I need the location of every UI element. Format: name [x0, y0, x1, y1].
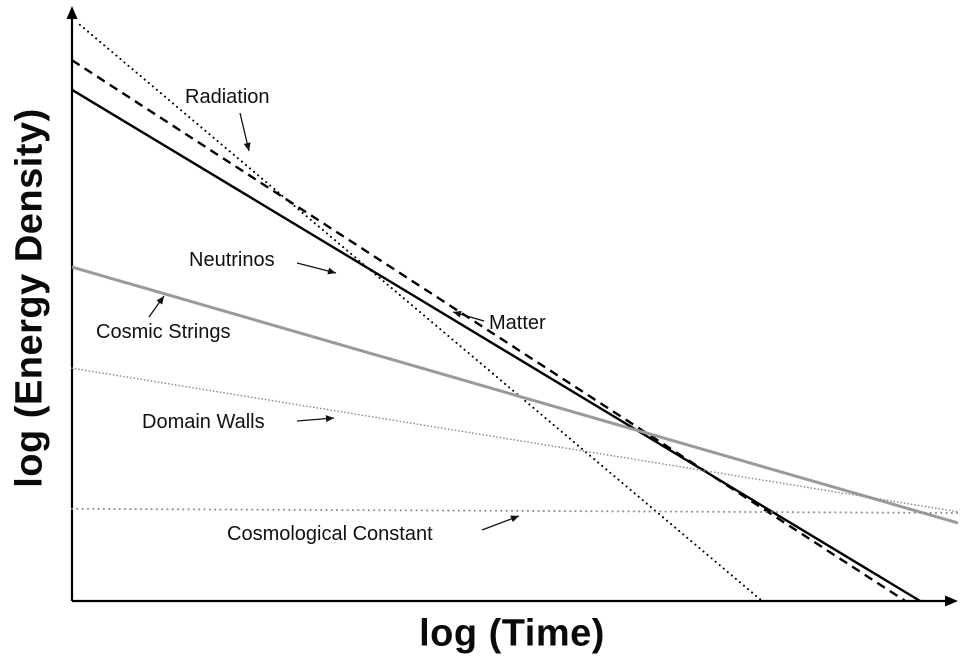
- annotation-label-cosmic-strings: Cosmic Strings: [96, 321, 230, 343]
- annotation-arrowhead-neutrinos-icon: [327, 267, 336, 275]
- annotation-arrowhead-radiation-icon: [243, 142, 251, 151]
- series-line-domain-walls: [71, 367, 959, 513]
- annotation-arrowhead-domain-walls-icon: [325, 415, 334, 423]
- annotation-label-radiation: Radiation: [185, 86, 270, 108]
- series-line-radiation: [78, 23, 764, 602]
- annotation-arrowhead-cosmic-strings-icon: [156, 296, 164, 305]
- series-line-cosmic-strings: [71, 265, 959, 525]
- annotation-arrowhead-cosmological-constant-icon: [510, 515, 519, 523]
- annotation-label-matter: Matter: [489, 312, 546, 334]
- annotation-label-domain-walls: Domain Walls: [142, 411, 265, 433]
- series-line-matter: [71, 88, 921, 603]
- annotation-label-cosmological-constant: Cosmological Constant: [227, 523, 433, 545]
- y-axis-arrow-icon: [66, 6, 78, 19]
- series-line-neutrinos: [71, 59, 906, 603]
- annotation-label-neutrinos: Neutrinos: [189, 249, 275, 271]
- series-line-cosmological-constant: [71, 507, 959, 514]
- annotation-arrowhead-matter-icon: [453, 310, 462, 318]
- x-axis-arrow-icon: [945, 595, 958, 607]
